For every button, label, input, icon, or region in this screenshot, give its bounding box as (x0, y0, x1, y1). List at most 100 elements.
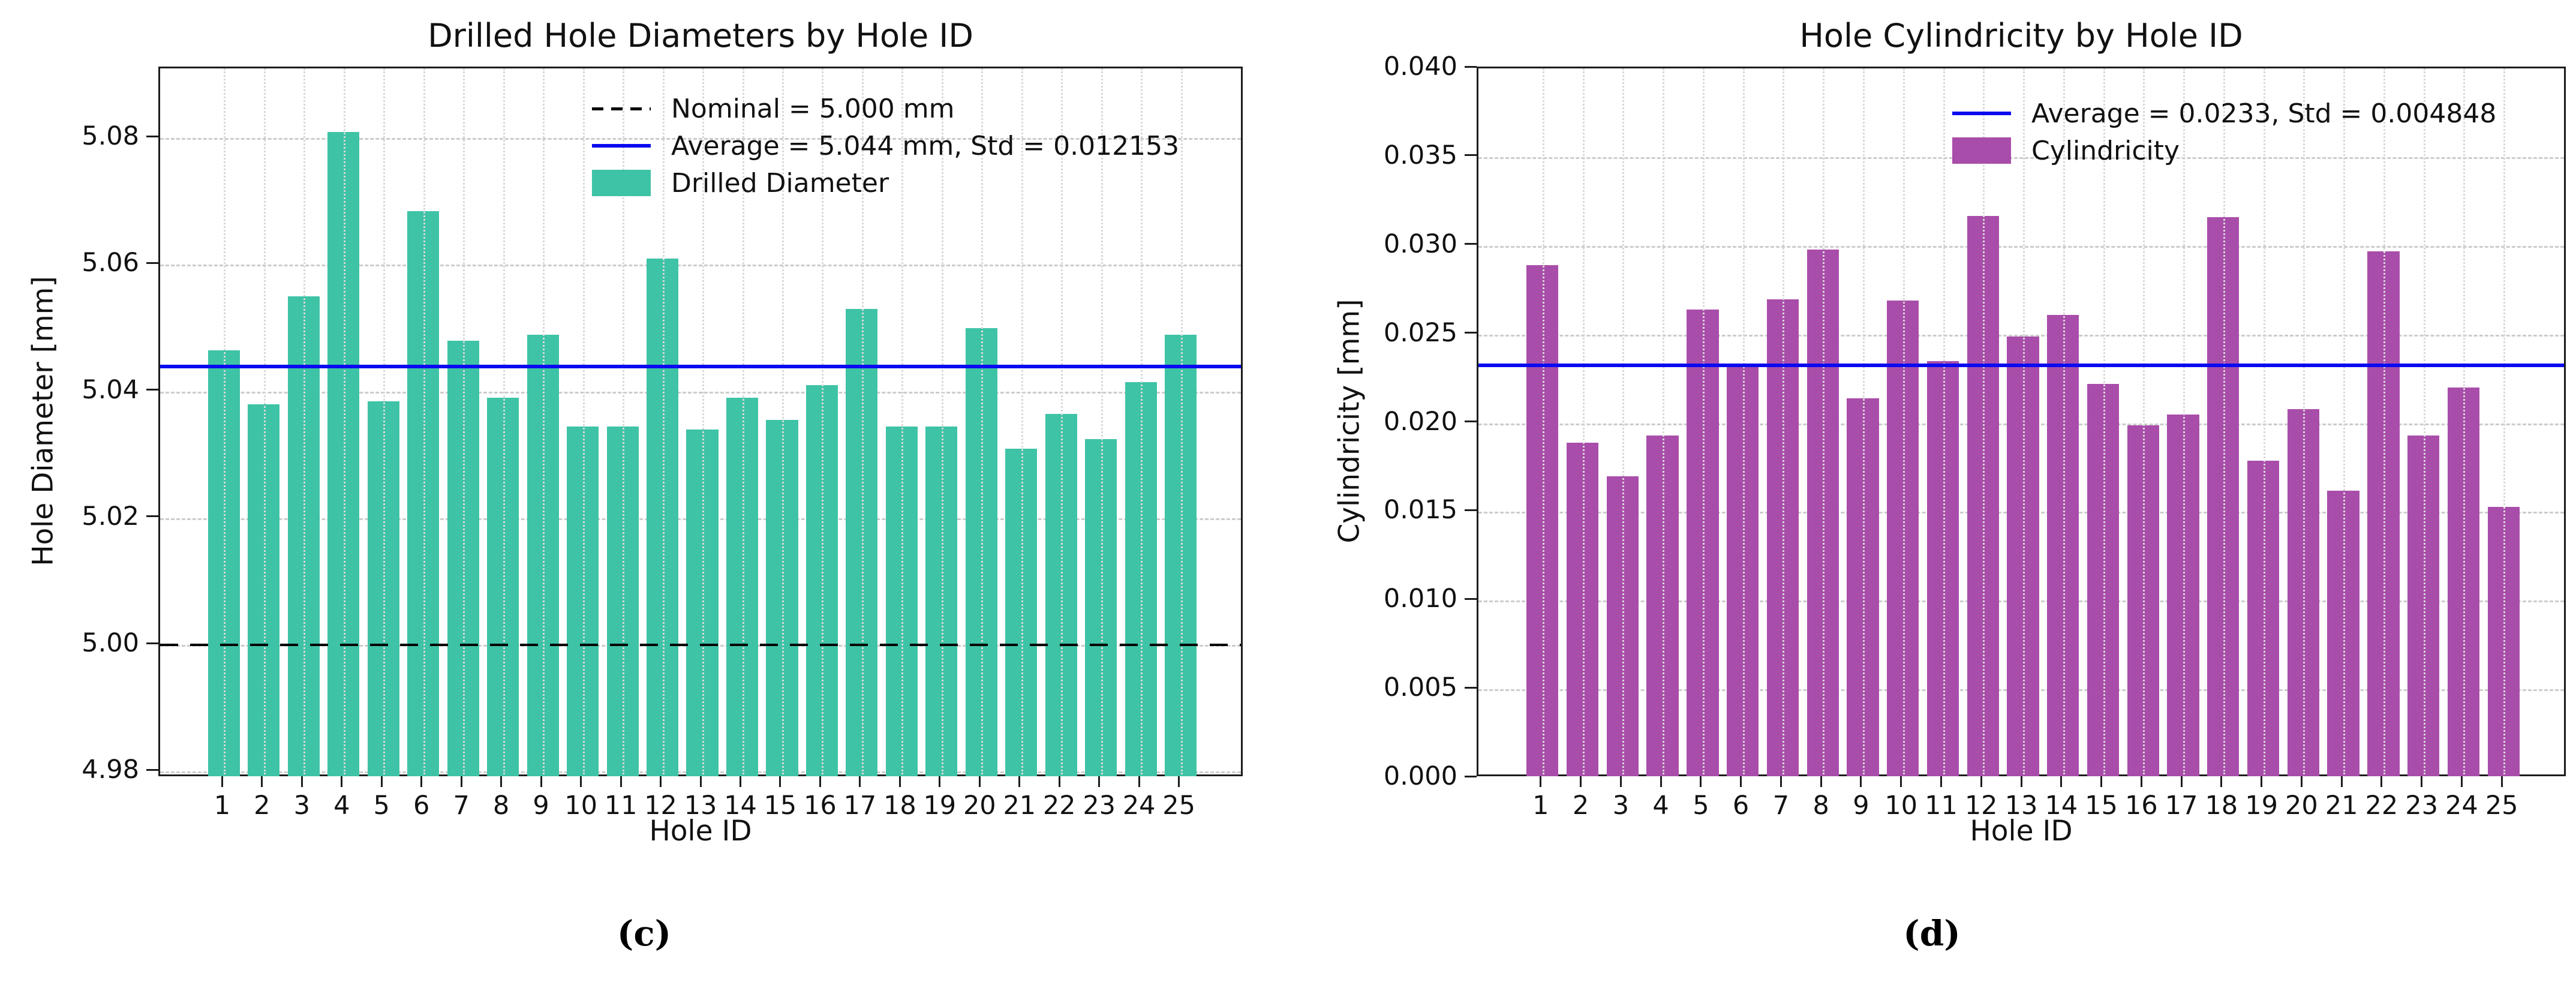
x-tick (2020, 776, 2022, 787)
v-gridline (2063, 68, 2065, 774)
x-tick-label: 13 (2004, 791, 2038, 821)
y-tick (146, 135, 158, 137)
caption-c: (c) (617, 913, 672, 954)
x-tick-label: 18 (883, 791, 916, 821)
x-tick-label: 17 (843, 791, 877, 821)
x-tick (1860, 776, 1862, 787)
y-tick-label: 4.98 (82, 755, 139, 785)
bar-hole-20 (2287, 409, 2319, 776)
v-gridline (2143, 68, 2145, 774)
bar-hole-5 (1687, 310, 1719, 776)
x-tick (460, 776, 462, 787)
x-tick-label: 23 (1083, 791, 1116, 821)
y-tick (1465, 154, 1477, 157)
x-tick-label: 23 (2405, 791, 2438, 821)
x-tick-label: 13 (684, 791, 717, 821)
x-tick-label: 20 (963, 791, 996, 821)
h-gridline (1478, 245, 2564, 248)
x-tick (2180, 776, 2183, 787)
x-tick-label: 10 (1884, 791, 1918, 821)
bar-hole-21 (1005, 448, 1038, 776)
bar-hole-19 (2247, 460, 2280, 776)
x-tick-label: 19 (2245, 791, 2278, 821)
bar-hole-3 (1606, 476, 1639, 776)
x-tick-label: 24 (1122, 791, 1156, 821)
x-tick (978, 776, 981, 787)
v-gridline (981, 68, 984, 774)
legend-dashed-line-sample (592, 107, 651, 110)
x-tick-label: 16 (2124, 791, 2158, 821)
x-tick (2500, 776, 2503, 787)
x-tick-label: 2 (254, 791, 270, 821)
legend-item: Drilled Diameter (592, 164, 1179, 202)
bar-hole-2 (248, 404, 280, 776)
bar-hole-22 (2367, 251, 2400, 776)
y-tick (1465, 509, 1477, 511)
x-tick (2300, 776, 2303, 787)
average-line (160, 365, 1241, 369)
chart-c-y-axis-label: Hole Diameter [mm] (26, 276, 60, 566)
v-gridline (1943, 68, 1945, 774)
x-tick (779, 776, 781, 787)
legend-item: Average = 0.0233, Std = 0.004848 (1952, 95, 2496, 132)
y-tick-label: 5.02 (82, 501, 139, 531)
v-gridline (423, 68, 425, 774)
h-gridline (160, 138, 1241, 140)
x-tick-label: 21 (2325, 791, 2358, 821)
v-gridline (1663, 68, 1665, 774)
bar-hole-12 (646, 258, 679, 776)
x-tick (819, 776, 821, 787)
v-gridline (582, 68, 585, 774)
y-tick (1465, 686, 1477, 689)
x-tick-label: 19 (923, 791, 957, 821)
x-tick-label: 21 (1003, 791, 1036, 821)
v-gridline (1061, 68, 1063, 774)
v-gridline (1021, 68, 1023, 774)
legend-swatch (1952, 137, 2011, 164)
x-tick (300, 776, 303, 787)
bar-hole-18 (2207, 217, 2240, 776)
bar-hole-14 (2047, 315, 2079, 776)
v-gridline (822, 68, 824, 774)
y-tick-label: 0.015 (1383, 495, 1457, 525)
y-tick-label: 0.040 (1383, 52, 1457, 82)
average-line (1478, 363, 2564, 367)
x-tick-label: 7 (1772, 791, 1790, 821)
chart-d-y-axis-label: Cylindricity [mm] (1333, 299, 1366, 543)
y-tick (146, 642, 158, 644)
x-tick (1138, 776, 1140, 787)
bar-hole-19 (925, 426, 958, 776)
x-tick (740, 776, 741, 787)
y-tick-label: 5.00 (82, 628, 139, 659)
bar-hole-11 (1926, 361, 1959, 776)
y-tick-label: 5.06 (82, 248, 139, 278)
x-tick (2100, 776, 2102, 787)
x-tick (1058, 776, 1060, 787)
x-tick-label: 6 (413, 791, 430, 821)
v-gridline (503, 68, 505, 774)
bar-hole-3 (287, 296, 320, 776)
y-tick (146, 768, 158, 771)
v-gridline (901, 68, 904, 774)
y-tick (146, 389, 158, 391)
x-tick-label: 11 (1925, 791, 1958, 821)
chart-d-x-axis-label: Hole ID (1970, 815, 2073, 848)
legend-item: Nominal = 5.000 mm (592, 90, 1179, 127)
x-tick-label: 12 (644, 791, 677, 821)
v-gridline (2263, 68, 2265, 774)
x-tick-label: 25 (2485, 791, 2518, 821)
v-gridline (1823, 68, 1825, 774)
x-tick-label: 25 (1162, 791, 1195, 821)
x-tick (898, 776, 901, 787)
v-gridline (2223, 68, 2225, 774)
x-tick (2060, 776, 2063, 787)
chart-d-plot-area: Average = 0.0233, Std = 0.004848 Cylindri… (1477, 67, 2566, 776)
x-tick (859, 776, 861, 787)
x-tick (1900, 776, 1902, 787)
y-tick (1465, 597, 1477, 600)
v-gridline (1542, 68, 1544, 774)
x-tick (1980, 776, 1982, 787)
x-tick-label: 6 (1732, 791, 1750, 821)
x-tick (1940, 776, 1942, 787)
x-tick-label: 2 (1572, 791, 1589, 821)
